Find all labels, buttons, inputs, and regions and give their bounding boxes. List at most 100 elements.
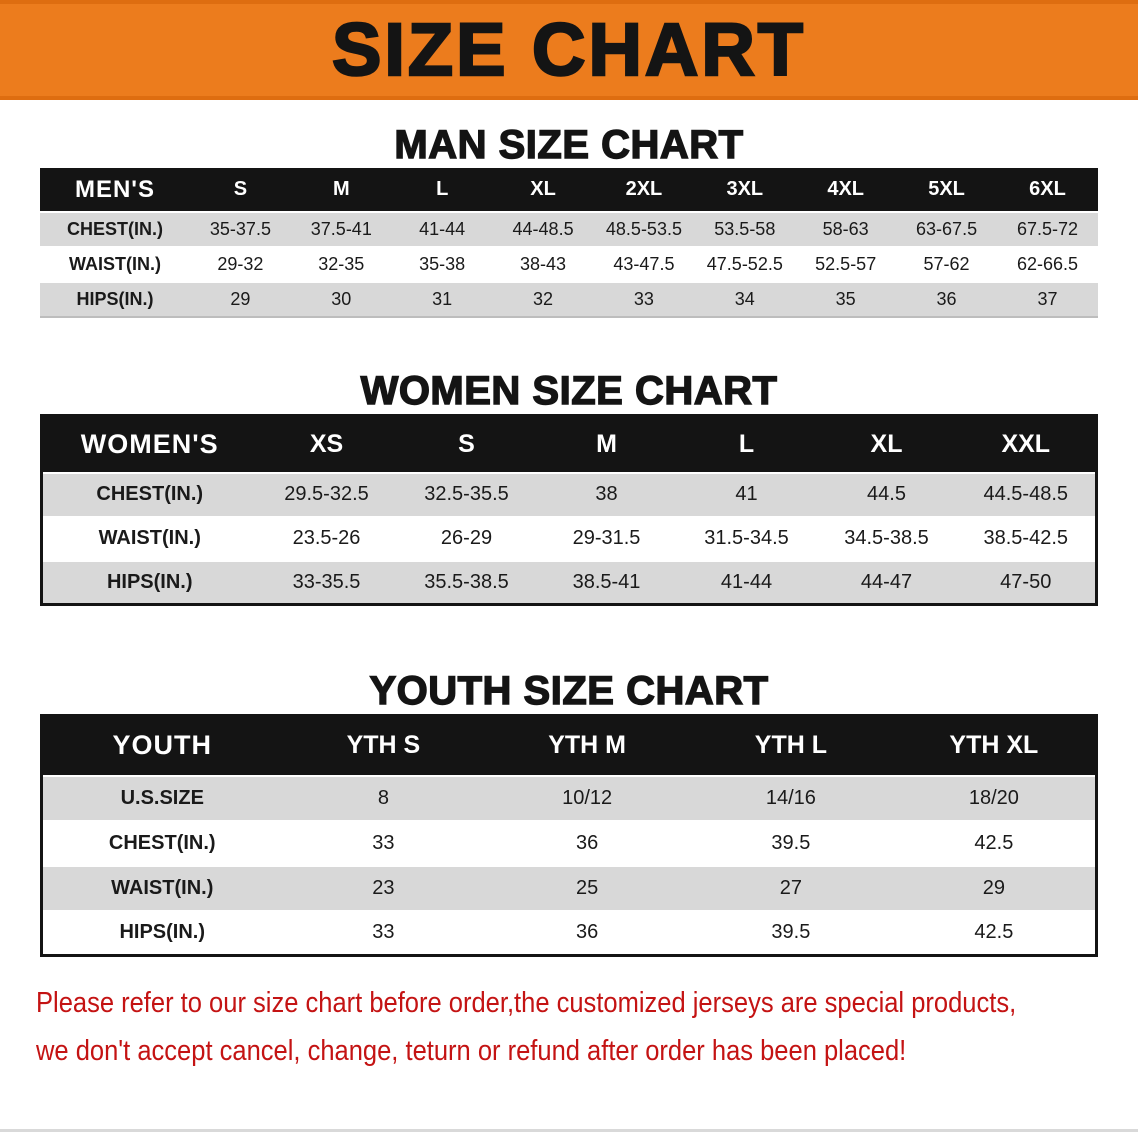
- header-cell: S: [396, 415, 537, 473]
- header-row: WOMEN'S XS S M L XL XXL: [41, 415, 1097, 473]
- value-cell: 36: [576, 831, 599, 854]
- value-cell: 47-50: [1000, 570, 1052, 593]
- header-row: YOUTH YTH S YTH M YTH L YTH XL: [41, 715, 1097, 776]
- value-cell: 43-47.5: [613, 254, 675, 274]
- row-label-cell: CHEST(IN.): [108, 831, 216, 854]
- page-title: SIZE CHART: [331, 8, 806, 91]
- header-cell: YOUTH: [41, 715, 282, 776]
- value-cell: 32: [533, 289, 554, 309]
- value-cell: 25: [576, 876, 599, 899]
- header-cell: L: [676, 415, 817, 473]
- value-cell: 35.5-38.5: [424, 570, 509, 593]
- value-cell: 38.5-42.5: [983, 527, 1068, 549]
- value-cell: 42.5: [974, 831, 1014, 854]
- value-cell: 33: [372, 831, 395, 854]
- header-cell: XL: [816, 415, 957, 473]
- header-cell: M: [536, 415, 677, 473]
- value-cell: 47.5-52.5: [706, 254, 783, 274]
- value-cell: 39.5: [771, 831, 811, 854]
- value-cell: 53.5-58: [714, 219, 776, 239]
- header-cell: YTH M: [485, 715, 689, 776]
- value-cell: 42.5: [974, 921, 1014, 944]
- women-section-heading: WOMEN SIZE CHART: [360, 368, 778, 413]
- youth-size-table: YOUTH YTH S YTH M YTH L YTH XL U.S.SIZE …: [40, 714, 1098, 957]
- men-size-table: MEN'S S M L XL 2XL 3XL 4XL 5XL 6XL CHEST…: [40, 168, 1098, 318]
- value-cell: 33-35.5: [292, 570, 361, 593]
- value-cell: 37.5-41: [310, 219, 372, 239]
- disclaimer: Please refer to our size chart before or…: [36, 979, 1138, 1075]
- table-row: WAIST(IN.) 29-32 32-35 35-38 38-43 43-47…: [40, 247, 1098, 282]
- header-cell: 5XL: [896, 168, 997, 212]
- value-cell: 48.5-53.5: [605, 219, 682, 239]
- value-cell: 29.5-32.5: [284, 483, 369, 505]
- header-cell: 3XL: [694, 168, 796, 212]
- value-cell: 18/20: [968, 786, 1019, 809]
- disclaimer-line-1: Please refer to our size chart before or…: [36, 987, 1017, 1019]
- value-cell: 38-43: [520, 254, 567, 274]
- value-cell: 33: [633, 289, 654, 309]
- header-cell: 6XL: [997, 168, 1098, 212]
- value-cell: 44.5: [867, 483, 906, 505]
- value-cell: 26-29: [440, 527, 493, 549]
- table-row: CHEST(IN.) 33 36 39.5 42.5: [41, 820, 1097, 866]
- row-label-cell: U.S.SIZE: [120, 786, 204, 809]
- header-cell: M: [290, 168, 392, 212]
- value-cell: 27: [779, 876, 802, 899]
- value-cell: 32-35: [318, 254, 365, 274]
- value-cell: 63-67.5: [916, 219, 978, 239]
- table-row: HIPS(IN.) 29 30 31 32 33 34 35 36 37: [40, 282, 1098, 317]
- value-cell: 34: [734, 289, 755, 309]
- size-chart-banner: SIZE CHART: [0, 0, 1138, 100]
- men-section-heading: MAN SIZE CHART: [394, 122, 744, 167]
- header-cell: 4XL: [795, 168, 897, 212]
- value-cell: 32.5-35.5: [424, 483, 509, 505]
- value-cell: 62-66.5: [1016, 254, 1079, 274]
- header-cell: 2XL: [593, 168, 695, 212]
- header-cell: XL: [492, 168, 594, 212]
- value-cell: 57-62: [923, 254, 970, 274]
- value-cell: 31.5-34.5: [704, 527, 789, 549]
- value-cell: 29: [982, 876, 1005, 899]
- table-row: HIPS(IN.) 33 36 39.5 42.5: [41, 910, 1097, 956]
- row-label-cell: HIPS(IN.): [119, 921, 206, 944]
- disclaimer-line-2: we don't accept cancel, change, teturn o…: [36, 1035, 907, 1067]
- value-cell: 35-37.5: [209, 219, 271, 239]
- value-cell: 41-44: [720, 570, 773, 593]
- value-cell: 44.5-48.5: [983, 483, 1068, 505]
- header-cell: YTH XL: [892, 715, 1097, 776]
- value-cell: 41: [735, 483, 758, 505]
- value-cell: 38: [595, 483, 618, 505]
- value-cell: 37: [1037, 289, 1058, 309]
- value-cell: 39.5: [771, 921, 811, 944]
- header-cell: S: [190, 168, 291, 212]
- value-cell: 33: [372, 921, 395, 944]
- value-cell: 35-38: [419, 254, 466, 274]
- value-cell: 8: [377, 786, 389, 809]
- value-cell: 38.5-41: [572, 570, 641, 593]
- value-cell: 23: [372, 876, 395, 899]
- header-cell: XXL: [956, 415, 1097, 473]
- table-row: CHEST(IN.) 29.5-32.5 32.5-35.5 38 41 44.…: [41, 472, 1097, 517]
- youth-section-heading: YOUTH SIZE CHART: [369, 668, 769, 713]
- table-row: U.S.SIZE 8 10/12 14/16 18/20: [41, 775, 1097, 821]
- header-cell: YTH S: [281, 715, 486, 776]
- header-cell: XS: [256, 415, 397, 473]
- value-cell: 30: [331, 289, 352, 309]
- value-cell: 10/12: [562, 786, 613, 809]
- value-cell: 35: [835, 289, 856, 309]
- header-row: MEN'S S M L XL 2XL 3XL 4XL 5XL 6XL: [40, 168, 1098, 212]
- value-cell: 23.5-26: [292, 527, 361, 549]
- value-cell: 44-47: [860, 570, 913, 593]
- value-cell: 14/16: [765, 786, 816, 809]
- value-cell: 29-31.5: [572, 527, 641, 549]
- value-cell: 31: [432, 289, 453, 309]
- table-row: CHEST(IN.) 35-37.5 37.5-41 41-44 44-48.5…: [40, 212, 1098, 247]
- header-cell: MEN'S: [40, 168, 190, 212]
- value-cell: 67.5-72: [1016, 219, 1079, 239]
- header-cell: WOMEN'S: [41, 415, 257, 473]
- table-row: WAIST(IN.) 23 25 27 29: [41, 865, 1097, 911]
- row-label-cell: WAIST(IN.): [69, 254, 161, 274]
- value-cell: 52.5-57: [815, 254, 877, 274]
- row-label-cell: HIPS(IN.): [76, 289, 154, 309]
